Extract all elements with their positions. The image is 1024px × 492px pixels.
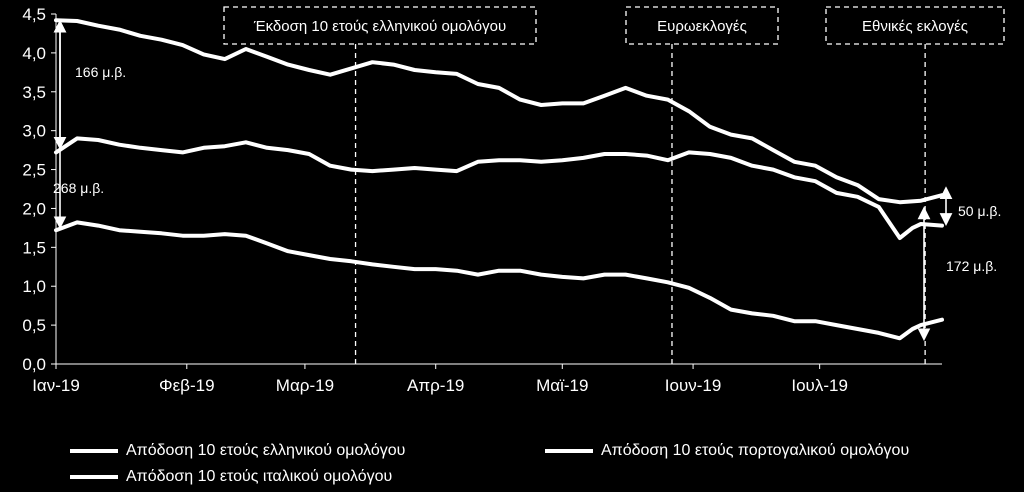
series-line-0	[54, 18, 944, 205]
spread-label: 172 μ.β.	[946, 258, 997, 274]
y-tick-label: 2,0	[22, 199, 46, 218]
event-marker-label: Εθνικές εκλογές	[862, 18, 968, 35]
x-tick-label: Μαϊ-19	[536, 376, 588, 395]
spread-label: 268 μ.β.	[53, 180, 104, 196]
x-tick-label: Ιουλ-19	[791, 376, 848, 395]
y-tick-label: 1,5	[22, 238, 46, 257]
y-tick-label: 4,0	[22, 44, 46, 63]
event-marker-label: Ευρωεκλογές	[657, 18, 747, 35]
y-tick-label: 2,5	[22, 161, 46, 180]
event-marker-box	[825, 6, 1005, 45]
series-line-1	[54, 136, 944, 240]
y-tick-label: 4,5	[22, 5, 46, 24]
x-tick-label: Ιαν-19	[32, 376, 80, 395]
y-tick-label: 0,5	[22, 316, 46, 335]
x-tick-label: Φεβ-19	[159, 376, 215, 395]
spread-arrows: 166 μ.β. 268 μ.β. 50 μ.β. 172 μ.β.	[53, 19, 1001, 342]
event-marker-box	[223, 6, 537, 45]
y-tick-label: 0,0	[22, 355, 46, 374]
x-tick-label: Ιουν-19	[665, 376, 722, 395]
spread-label: 166 μ.β.	[75, 64, 126, 80]
series-lines	[54, 18, 944, 341]
y-tick-label: 3,0	[22, 122, 46, 141]
chart-axes: 0,0 0,5 1,0 1,5 2,0 2,5 3,0 3,5 4,0 4,5 Ιαν-19 Φεβ-…	[22, 5, 942, 395]
event-marker-box	[625, 6, 779, 45]
event-markers: Έκδοση 10 ετούς ελληνικού ομολόγου Ευρωεκ…	[223, 6, 1005, 364]
y-tick-label: 1,0	[22, 277, 46, 296]
series-line-2	[54, 220, 944, 341]
x-tick-label: Μαρ-19	[276, 376, 334, 395]
event-marker-label: Έκδοση 10 ετούς ελληνικού ομολόγου	[253, 18, 506, 35]
spread-label: 50 μ.β.	[958, 203, 1001, 219]
x-tick-label: Απρ-19	[407, 376, 464, 395]
y-tick-label: 3,5	[22, 83, 46, 102]
